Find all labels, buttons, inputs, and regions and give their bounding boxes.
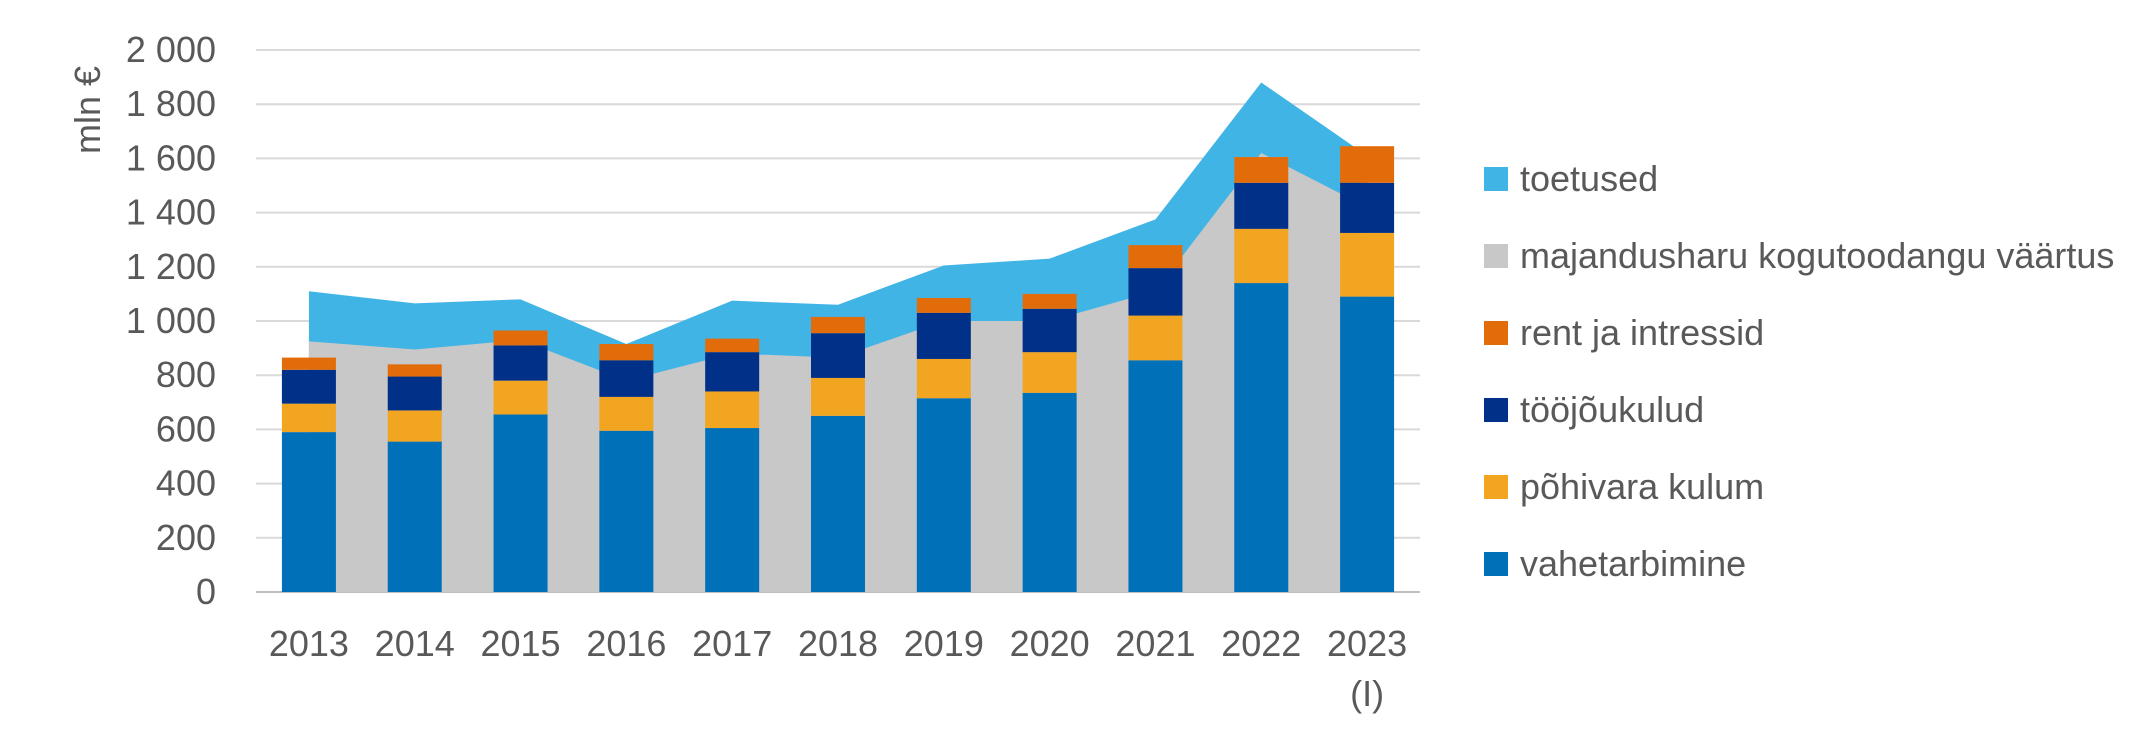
legend-label-vahetarbimine: vahetarbimine — [1520, 543, 1746, 584]
bar-rent-ja-intressid-8 — [1128, 245, 1183, 269]
bar-rent-ja-intressid-1 — [387, 364, 442, 377]
bar-rent-ja-intressid-3 — [599, 344, 654, 361]
x-tick-label: (I) — [1350, 673, 1384, 714]
bar-pohivara-kulum-1 — [387, 410, 442, 442]
y-tick-label: 1 800 — [126, 83, 216, 124]
bar-rent-ja-intressid-5 — [811, 316, 865, 334]
y-axis-title: mln € — [67, 66, 108, 154]
bar-vahetarbimine-10 — [1340, 296, 1395, 592]
bar-pohivara-kulum-4 — [705, 391, 760, 429]
legend-label-toojoukulud: tööjõukulud — [1520, 389, 1704, 430]
x-tick-label: 2022 — [1221, 623, 1301, 664]
legend-label-toetused: toetused — [1520, 158, 1658, 199]
bar-toojoukulud-0 — [281, 369, 336, 404]
y-tick-label: 400 — [156, 463, 216, 504]
legend-label-rent-ja-intressid: rent ja intressid — [1520, 312, 1764, 353]
bar-vahetarbimine-1 — [387, 441, 442, 592]
x-tick-label: 2014 — [375, 623, 455, 664]
y-tick-label: 1 600 — [126, 137, 216, 178]
bar-vahetarbimine-3 — [599, 430, 654, 592]
bar-toojoukulud-9 — [1234, 182, 1289, 229]
bar-vahetarbimine-2 — [493, 414, 548, 592]
bar-toojoukulud-5 — [811, 333, 865, 378]
bar-pohivara-kulum-7 — [1022, 352, 1077, 393]
legend-swatch-rent-ja-intressid — [1484, 321, 1508, 345]
bar-pohivara-kulum-2 — [493, 380, 548, 415]
bar-toojoukulud-1 — [387, 376, 442, 411]
legend: toetused majandusharu kogutoodangu väärtu… — [1484, 158, 2114, 584]
axes: 0 200 400 600 800 1 000 1 200 1 400 1 600 1 800 2 … — [67, 29, 1407, 714]
x-tick-label: 2015 — [480, 623, 560, 664]
y-tick-label: 0 — [196, 571, 216, 612]
bar-vahetarbimine-4 — [705, 428, 760, 592]
bar-pohivara-kulum-5 — [811, 377, 865, 416]
bar-vahetarbimine-8 — [1128, 360, 1183, 592]
x-tick-label: 2016 — [586, 623, 666, 664]
legend-swatch-toetused — [1484, 167, 1508, 191]
x-tick-label: 2021 — [1115, 623, 1195, 664]
bar-vahetarbimine-7 — [1022, 392, 1077, 592]
bar-pohivara-kulum-9 — [1234, 228, 1289, 284]
y-tick-label: 1 000 — [126, 300, 216, 341]
bar-rent-ja-intressid-10 — [1340, 146, 1395, 183]
bar-pohivara-kulum-6 — [916, 358, 971, 399]
legend-swatch-toojoukulud — [1484, 398, 1508, 422]
bar-toojoukulud-8 — [1128, 268, 1183, 316]
legend-swatch-pohivara-kulum — [1484, 475, 1508, 499]
y-tick-label: 600 — [156, 408, 216, 449]
bar-pohivara-kulum-3 — [599, 396, 654, 431]
bar-vahetarbimine-6 — [916, 398, 971, 592]
bar-vahetarbimine-5 — [811, 415, 865, 592]
x-tick-label: 2019 — [904, 623, 984, 664]
bar-toojoukulud-7 — [1022, 308, 1077, 353]
x-tick-label: 2017 — [692, 623, 772, 664]
y-tick-label: 800 — [156, 354, 216, 395]
legend-label-kogutoodang: majandusharu kogutoodangu väärtus — [1520, 235, 2114, 276]
x-tick-label: 2018 — [798, 623, 878, 664]
bar-rent-ja-intressid-4 — [705, 338, 760, 353]
legend-swatch-vahetarbimine — [1484, 552, 1508, 576]
y-tick-label: 1 400 — [126, 192, 216, 233]
y-tick-label: 1 200 — [126, 246, 216, 287]
bar-vahetarbimine-0 — [281, 432, 336, 592]
bar-rent-ja-intressid-7 — [1022, 293, 1077, 309]
bar-toojoukulud-6 — [916, 312, 971, 359]
bar-toojoukulud-2 — [493, 345, 548, 381]
bar-series — [281, 146, 1395, 592]
legend-swatch-kogutoodang — [1484, 244, 1508, 268]
x-tick-label: 2020 — [1010, 623, 1090, 664]
bar-rent-ja-intressid-9 — [1234, 157, 1289, 183]
bar-rent-ja-intressid-2 — [493, 330, 548, 346]
y-tick-label: 200 — [156, 517, 216, 558]
bar-pohivara-kulum-0 — [281, 403, 336, 433]
legend-label-pohivara-kulum: põhivara kulum — [1520, 466, 1764, 507]
bar-toojoukulud-10 — [1340, 182, 1395, 233]
bar-rent-ja-intressid-6 — [916, 297, 971, 313]
bar-toojoukulud-3 — [599, 360, 654, 397]
x-tick-label: 2023 — [1327, 623, 1407, 664]
bar-pohivara-kulum-10 — [1340, 232, 1395, 297]
bar-pohivara-kulum-8 — [1128, 315, 1183, 361]
x-tick-label: 2013 — [269, 623, 349, 664]
y-tick-label: 2 000 — [126, 29, 216, 70]
bar-toojoukulud-4 — [705, 352, 760, 392]
bar-rent-ja-intressid-0 — [281, 357, 336, 370]
bar-vahetarbimine-9 — [1234, 283, 1289, 592]
